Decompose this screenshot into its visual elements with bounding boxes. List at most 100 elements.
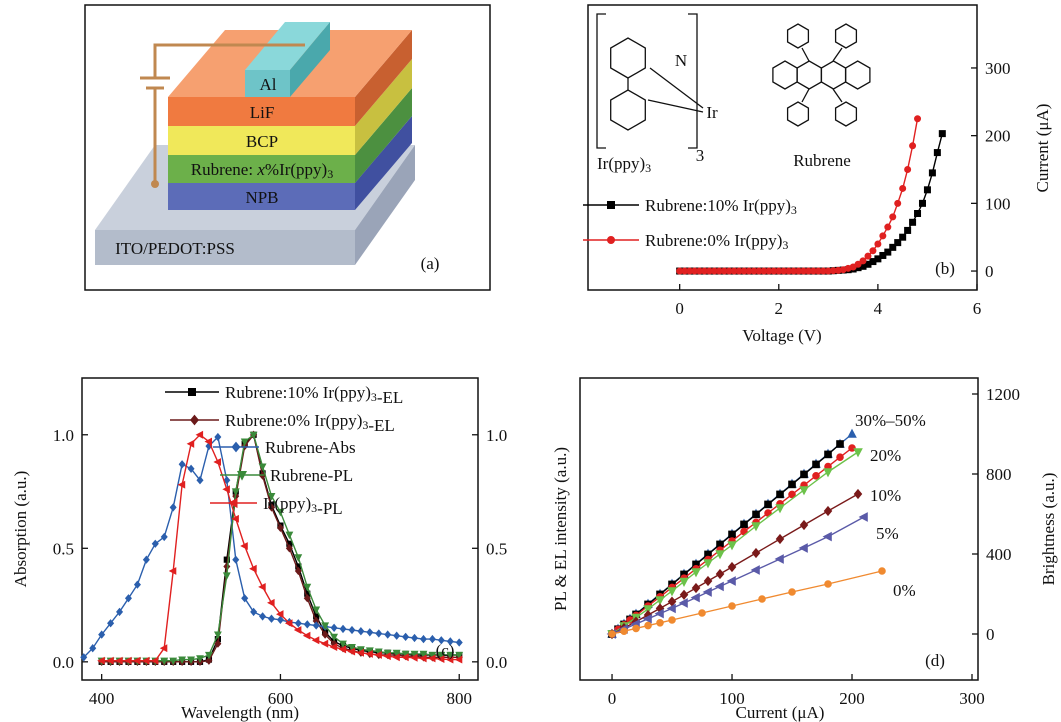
marker [161, 534, 167, 541]
x-axis-title: Voltage (V) [742, 326, 821, 345]
marker [669, 617, 676, 624]
marker [233, 556, 239, 563]
marker [759, 596, 766, 603]
annotation: 5% [876, 524, 899, 543]
marker [385, 631, 391, 638]
marker [367, 629, 373, 636]
marker [692, 594, 700, 602]
marker [170, 504, 176, 511]
marker [430, 636, 436, 643]
marker [728, 577, 736, 585]
marker [900, 185, 906, 191]
marker [854, 490, 861, 499]
x-axis-title: Current (μA) [736, 703, 825, 722]
annotation: 30%–50% [855, 411, 926, 430]
marker [716, 551, 724, 559]
y-tick-label: 0.5 [53, 539, 74, 558]
x-tick-label: 800 [446, 689, 472, 708]
marker [776, 505, 784, 513]
marker [939, 131, 945, 137]
marker [752, 566, 760, 574]
marker [704, 577, 711, 586]
marker [179, 461, 185, 468]
marker [905, 167, 911, 173]
legend-label: Rubrene:10% Ir(ppy)3-EL [225, 383, 403, 407]
marker [645, 622, 652, 629]
y-axis-title: Absorption (a.u.) [11, 471, 30, 588]
marker [358, 628, 364, 635]
annotation: Ir(ppy)3 [597, 154, 651, 176]
y2-axis-title: Brightness (a.u.) [1039, 473, 1058, 586]
y2-tick-label: 0.5 [486, 539, 507, 558]
marker [849, 445, 856, 452]
marker [668, 588, 676, 596]
marker [331, 624, 337, 631]
marker [609, 631, 616, 638]
bond [802, 89, 809, 102]
marker [860, 258, 866, 264]
marker [232, 442, 240, 451]
y-tick-label: 1.0 [53, 425, 74, 444]
layer-label: BCP [246, 132, 278, 151]
marker [776, 535, 783, 544]
marker [929, 170, 935, 176]
marker [752, 523, 760, 531]
bond [833, 89, 842, 102]
annotation: 10% [870, 486, 901, 505]
panel-label: (d) [925, 651, 945, 670]
marker [729, 531, 736, 538]
marker [260, 613, 266, 620]
x-tick-label: 200 [839, 689, 865, 708]
x-axis-title: Wavelength (nm) [181, 703, 299, 722]
marker [900, 234, 906, 240]
x-tick-label: 0 [675, 299, 684, 318]
marker [813, 473, 820, 480]
marker [191, 415, 199, 424]
marker [680, 578, 688, 586]
marker [860, 513, 868, 521]
marker [728, 563, 735, 572]
marker [412, 635, 418, 642]
ring [773, 61, 797, 89]
marker [376, 630, 382, 637]
marker [824, 533, 832, 541]
device-diagram: Al LiF BCP Rubrene: x%Ir(ppy)3 NPB ITO/P… [85, 5, 490, 290]
marker [608, 202, 615, 209]
x-tick-label: 0 [608, 689, 617, 708]
marker [825, 451, 832, 458]
y2-tick-label: 800 [986, 465, 1012, 484]
y-tick-label: 0.0 [53, 652, 74, 671]
layer-label: ITO/PEDOT:PSS [115, 239, 235, 258]
marker [704, 588, 712, 596]
marker [885, 224, 891, 230]
marker [189, 389, 196, 396]
marker [895, 200, 901, 206]
y-axis-title: PL & EL intensity (a.u.) [551, 447, 570, 611]
marker [729, 603, 736, 610]
marker [753, 511, 760, 518]
marker [915, 116, 921, 122]
marker [633, 625, 640, 632]
marker [765, 501, 772, 508]
y2-tick-label: 0 [986, 625, 995, 644]
marker [905, 227, 911, 233]
marker [752, 549, 759, 558]
ring [788, 102, 809, 126]
marker [313, 637, 319, 643]
marker [848, 430, 856, 438]
marker [394, 632, 400, 639]
panel-label: (a) [421, 254, 440, 273]
marker [824, 507, 831, 516]
y2-tick-label: 200 [985, 126, 1011, 145]
ring [821, 61, 845, 89]
marker [800, 544, 808, 552]
layer-label: LiF [250, 103, 275, 122]
marker [870, 248, 876, 254]
ring [836, 24, 857, 48]
layer-label: NPB [245, 188, 278, 207]
legend-label: Rubrene-Abs [265, 438, 356, 457]
marker [813, 461, 820, 468]
ring [846, 61, 870, 89]
marker [854, 449, 862, 457]
marker [692, 584, 699, 593]
